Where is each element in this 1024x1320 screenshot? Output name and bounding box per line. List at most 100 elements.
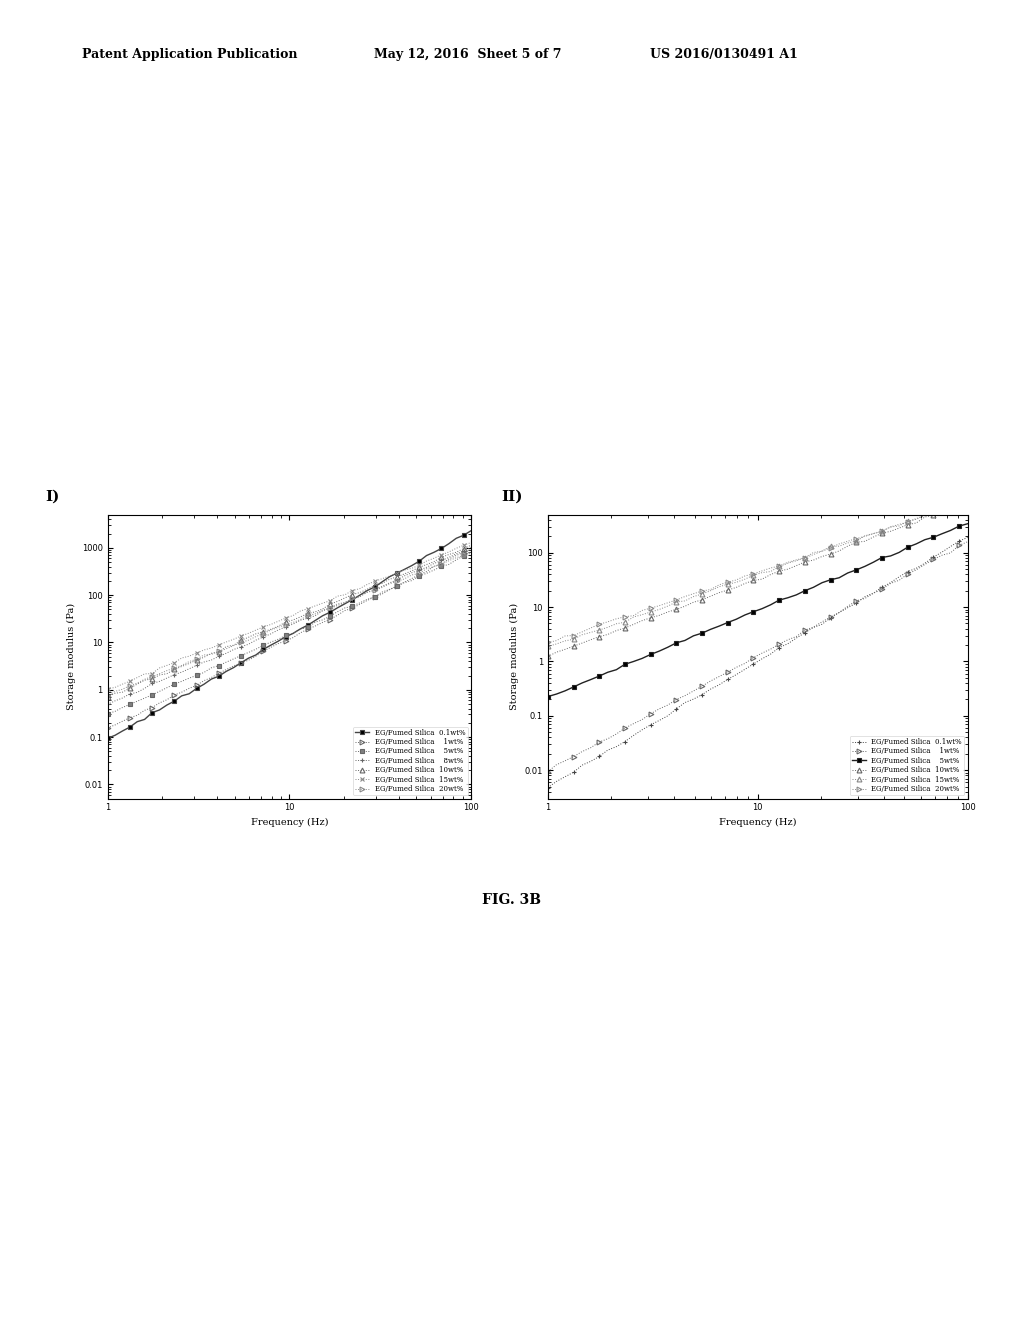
EG/Fumed Silica  20wt% (353, 589, 366, 605)
EG/Fumed Silica    1wt% (901, 566, 913, 582)
EG/Fumed Silica    1wt% (928, 552, 940, 568)
EG/Fumed Silica  10wt% (243, 630, 255, 645)
EG/Fumed Silica  20wt% (294, 611, 306, 627)
EG/Fumed Silica  10wt% (944, 502, 956, 517)
EG/Fumed Silica    1wt% (962, 533, 974, 549)
EG/Fumed Silica  10wt% (833, 543, 845, 558)
EG/Fumed Silica  10wt% (781, 561, 794, 577)
EG/Fumed Silica  15wt% (332, 589, 344, 605)
EG/Fumed Silica  15wt% (369, 573, 381, 589)
EG/Fumed Silica  20wt% (687, 586, 699, 602)
EG/Fumed Silica  0.1wt% (773, 640, 785, 656)
EG/Fumed Silica  20wt% (213, 643, 225, 659)
EG/Fumed Silica  20wt% (850, 531, 862, 546)
EG/Fumed Silica    1wt% (458, 545, 470, 561)
EG/Fumed Silica  20wt% (205, 647, 217, 663)
EG/Fumed Silica  20wt% (109, 684, 121, 700)
EG/Fumed Silica  20wt% (243, 632, 255, 648)
EG/Fumed Silica    5wt% (428, 562, 440, 578)
EG/Fumed Silica  15wt% (316, 595, 329, 611)
EG/Fumed Silica  15wt% (885, 519, 897, 535)
EG/Fumed Silica    8wt% (109, 693, 121, 709)
EG/Fumed Silica  10wt% (109, 685, 121, 701)
EG/Fumed Silica    1wt% (428, 558, 440, 574)
EG/Fumed Silica  10wt% (250, 626, 262, 642)
EG/Fumed Silica  10wt% (910, 515, 923, 531)
EG/Fumed Silica  10wt% (421, 557, 433, 573)
EG/Fumed Silica  20wt% (807, 545, 819, 561)
EG/Fumed Silica    1wt% (799, 622, 811, 638)
EG/Fumed Silica    1wt% (618, 721, 631, 737)
EG/Fumed Silica  20wt% (116, 681, 128, 697)
EG/Fumed Silica    5wt% (250, 642, 262, 657)
EG/Fumed Silica    5wt% (339, 601, 351, 616)
EG/Fumed Silica  15wt% (842, 535, 854, 550)
EG/Fumed Silica  20wt% (227, 638, 240, 653)
EG/Fumed Silica    8wt% (332, 598, 344, 614)
EG/Fumed Silica  0.1wt% (131, 714, 143, 730)
EG/Fumed Silica  0.1wt% (722, 672, 734, 688)
EG/Fumed Silica    1wt% (756, 645, 768, 661)
EG/Fumed Silica  0.1wt% (383, 569, 395, 585)
EG/Fumed Silica    5wt% (618, 656, 631, 672)
EG/Fumed Silica  10wt% (593, 628, 605, 644)
EG/Fumed Silica  20wt% (190, 651, 203, 667)
EG/Fumed Silica  10wt% (227, 638, 240, 653)
EG/Fumed Silica    5wt% (636, 651, 648, 667)
EG/Fumed Silica  10wt% (807, 552, 819, 568)
EG/Fumed Silica  10wt% (876, 525, 888, 541)
EG/Fumed Silica    1wt% (332, 607, 344, 623)
EG/Fumed Silica    8wt% (116, 690, 128, 706)
EG/Fumed Silica  0.1wt% (428, 544, 440, 560)
EG/Fumed Silica    5wt% (332, 603, 344, 619)
EG/Fumed Silica  10wt% (824, 546, 837, 562)
EG/Fumed Silica    1wt% (679, 688, 691, 704)
EG/Fumed Silica  0.1wt% (294, 620, 306, 636)
EG/Fumed Silica  0.1wt% (346, 591, 358, 607)
EG/Fumed Silica  20wt% (287, 615, 299, 631)
EG/Fumed Silica  0.1wt% (280, 628, 292, 644)
EG/Fumed Silica    1wt% (324, 611, 336, 627)
EG/Fumed Silica    5wt% (154, 684, 166, 700)
EG/Fumed Silica  15wt% (936, 502, 948, 517)
EG/Fumed Silica  15wt% (234, 628, 247, 644)
EG/Fumed Silica    1wt% (227, 657, 240, 673)
EG/Fumed Silica  10wt% (816, 549, 828, 565)
EG/Fumed Silica  15wt% (168, 655, 180, 671)
EG/Fumed Silica  10wt% (220, 639, 232, 655)
EG/Fumed Silica  10wt% (168, 661, 180, 677)
EG/Fumed Silica  10wt% (280, 614, 292, 630)
EG/Fumed Silica  15wt% (145, 665, 158, 681)
EG/Fumed Silica  15wt% (876, 524, 888, 540)
EG/Fumed Silica  20wt% (361, 585, 374, 601)
EG/Fumed Silica  20wt% (376, 579, 388, 595)
EG/Fumed Silica  15wt% (272, 614, 285, 630)
EG/Fumed Silica    5wt% (748, 603, 760, 619)
EG/Fumed Silica  15wt% (730, 574, 742, 590)
EG/Fumed Silica    5wt% (791, 587, 803, 603)
EG/Fumed Silica  10wt% (398, 566, 411, 582)
EG/Fumed Silica  20wt% (272, 619, 285, 635)
EG/Fumed Silica  15wt% (901, 513, 913, 529)
Legend: EG/Fumed Silica  0.1wt%, EG/Fumed Silica    1wt%, EG/Fumed Silica    5wt%, EG/Fu: EG/Fumed Silica 0.1wt%, EG/Fumed Silica … (850, 737, 965, 795)
EG/Fumed Silica  0.1wt% (833, 605, 845, 620)
EG/Fumed Silica    5wt% (124, 697, 136, 713)
EG/Fumed Silica    1wt% (406, 570, 418, 586)
EG/Fumed Silica  0.1wt% (876, 579, 888, 595)
EG/Fumed Silica  10wt% (198, 649, 210, 665)
EG/Fumed Silica    1wt% (220, 661, 232, 677)
EG/Fumed Silica  15wt% (602, 619, 614, 635)
EG/Fumed Silica    8wt% (383, 576, 395, 591)
EG/Fumed Silica    5wt% (309, 614, 322, 630)
EG/Fumed Silica  0.1wt% (175, 688, 187, 704)
EG/Fumed Silica    1wt% (421, 564, 433, 579)
EG/Fumed Silica  0.1wt% (213, 668, 225, 684)
EG/Fumed Silica  15wt% (559, 634, 571, 649)
EG/Fumed Silica    1wt% (413, 566, 425, 582)
EG/Fumed Silica  10wt% (610, 623, 623, 639)
EG/Fumed Silica    1wt% (309, 618, 322, 634)
EG/Fumed Silica    5wt% (442, 557, 455, 573)
EG/Fumed Silica  15wt% (294, 603, 306, 619)
EG/Fumed Silica    1wt% (138, 702, 151, 718)
EG/Fumed Silica    8wt% (101, 697, 114, 713)
